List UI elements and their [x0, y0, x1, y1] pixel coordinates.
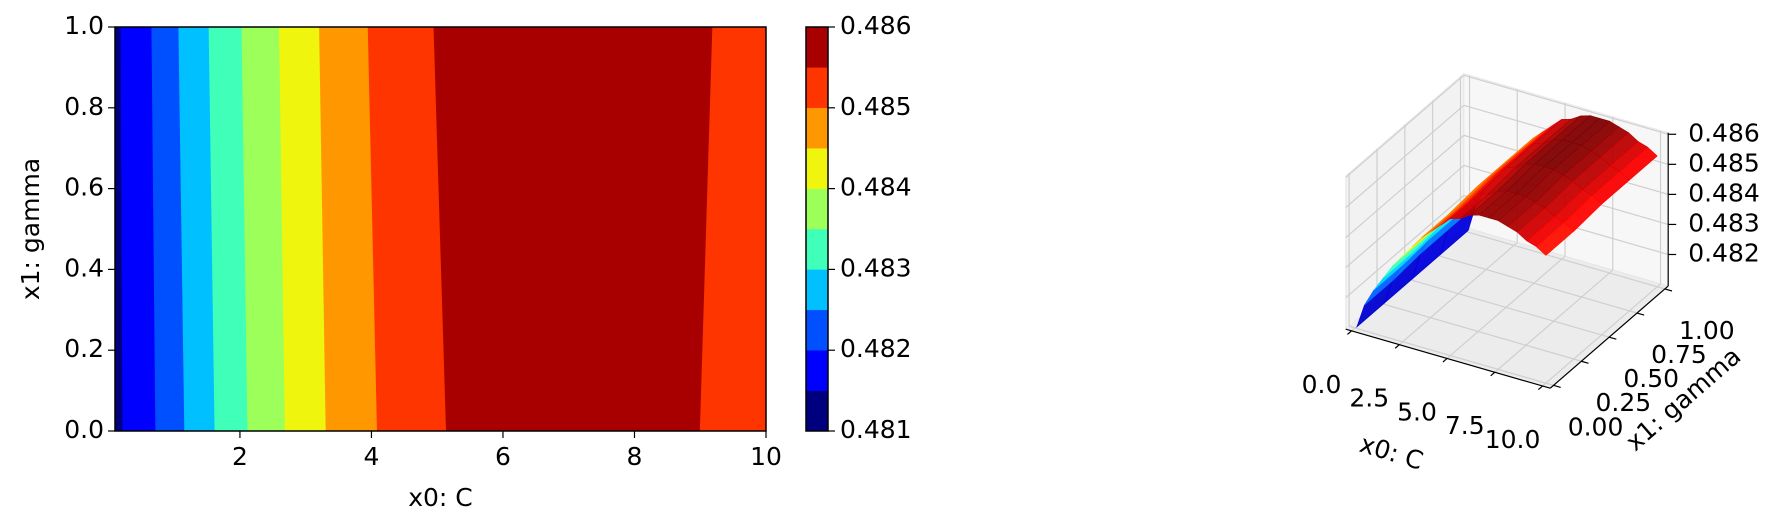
y-tick-label: 1.00: [1679, 316, 1735, 345]
plot-frame: [114, 26, 767, 432]
x-tick-label: 10.0: [1485, 425, 1541, 454]
y-tick: [1609, 336, 1617, 340]
colorbar-segment: [805, 188, 829, 230]
y-tick-label: 0.2: [64, 334, 104, 363]
grid-line: [1345, 195, 1465, 299]
y-tick-label: 0.4: [64, 253, 104, 282]
colorbar-segment: [805, 269, 829, 311]
z-tick-label: 0.482: [1688, 238, 1760, 267]
contour-band: [120, 26, 157, 432]
z-tick-label: 0.486: [1688, 118, 1760, 147]
contour-band: [367, 26, 447, 432]
y-tick-label: 0.00: [1568, 412, 1624, 441]
colorbar-segment: [805, 228, 829, 270]
y-tick-label: 0.8: [64, 92, 104, 121]
colorbar-segment: [805, 67, 829, 109]
y-tick: [1636, 312, 1645, 316]
colorbar-tick-label: 0.482: [840, 334, 912, 363]
surface-patch: [1535, 222, 1575, 256]
x-tick-label: 5.0: [1397, 397, 1437, 426]
grid-line: [1432, 253, 1638, 314]
colorbar-segment: [805, 26, 829, 68]
x-tick-label: 0.0: [1302, 370, 1342, 399]
x-tick-label: 6: [495, 442, 511, 471]
grid-line: [1345, 164, 1465, 269]
colorbar-segment: [805, 349, 829, 391]
y-tick: [1664, 288, 1673, 292]
contour-band: [208, 26, 249, 432]
y-tick: [1581, 360, 1589, 364]
x-tick-label: 7.5: [1445, 411, 1485, 440]
x-axis-label: x0: C: [1356, 429, 1426, 476]
x-tick: [1490, 371, 1496, 377]
y-axis-label: x1: gamma: [16, 158, 45, 300]
x-tick: [1347, 330, 1352, 335]
grid-line: [1348, 325, 1554, 386]
grid-line: [1345, 74, 1465, 178]
contour-band: [278, 26, 327, 432]
x-tick-label: 10: [750, 442, 782, 471]
colorbar-tick-label: 0.485: [840, 92, 912, 121]
y-tick-label: 0.50: [1623, 364, 1679, 393]
y-tick-label: 1.0: [64, 11, 104, 40]
y-tick: [1553, 384, 1561, 388]
z-tick-label: 0.485: [1688, 148, 1760, 177]
colorbar-segment: [805, 147, 829, 189]
x-tick: [1394, 344, 1400, 349]
x-tick-label: 8: [627, 442, 643, 471]
y-tick-label: 0.75: [1651, 340, 1707, 369]
x-tick-label: 4: [364, 442, 380, 471]
grid-line: [1463, 74, 1669, 135]
grid-line: [1376, 301, 1582, 362]
colorbar-tick-label: 0.481: [840, 415, 912, 444]
z-tick-label: 0.484: [1688, 178, 1760, 207]
grid-line: [1345, 134, 1465, 239]
y-tick-label: 0.0: [64, 415, 104, 444]
y-tick-label: 0.6: [64, 173, 104, 202]
colorbar-tick-label: 0.484: [840, 173, 912, 202]
grid-line: [1345, 104, 1465, 208]
colorbar-tick-label: 0.486: [840, 11, 912, 40]
grid-line: [1404, 277, 1610, 338]
x-tick: [1538, 385, 1543, 391]
contour-band: [433, 26, 714, 432]
grid-line: [1460, 229, 1666, 290]
x-tick-label: 2: [232, 442, 248, 471]
x-tick: [1442, 358, 1448, 363]
y-tick-label: 0.25: [1596, 388, 1652, 417]
contour-band: [319, 26, 378, 432]
colorbar-frame: [805, 26, 829, 432]
x-axis-label: x0: C: [408, 483, 473, 512]
z-tick-label: 0.483: [1688, 208, 1760, 237]
colorbar-tick-label: 0.483: [840, 253, 912, 282]
colorbar-segment: [805, 390, 829, 432]
x-axis-line: [1345, 328, 1551, 389]
x-tick-label: 2.5: [1349, 384, 1389, 413]
colorbar-segment: [805, 309, 829, 351]
contour-band: [241, 26, 286, 432]
colorbar-segment: [805, 107, 829, 149]
